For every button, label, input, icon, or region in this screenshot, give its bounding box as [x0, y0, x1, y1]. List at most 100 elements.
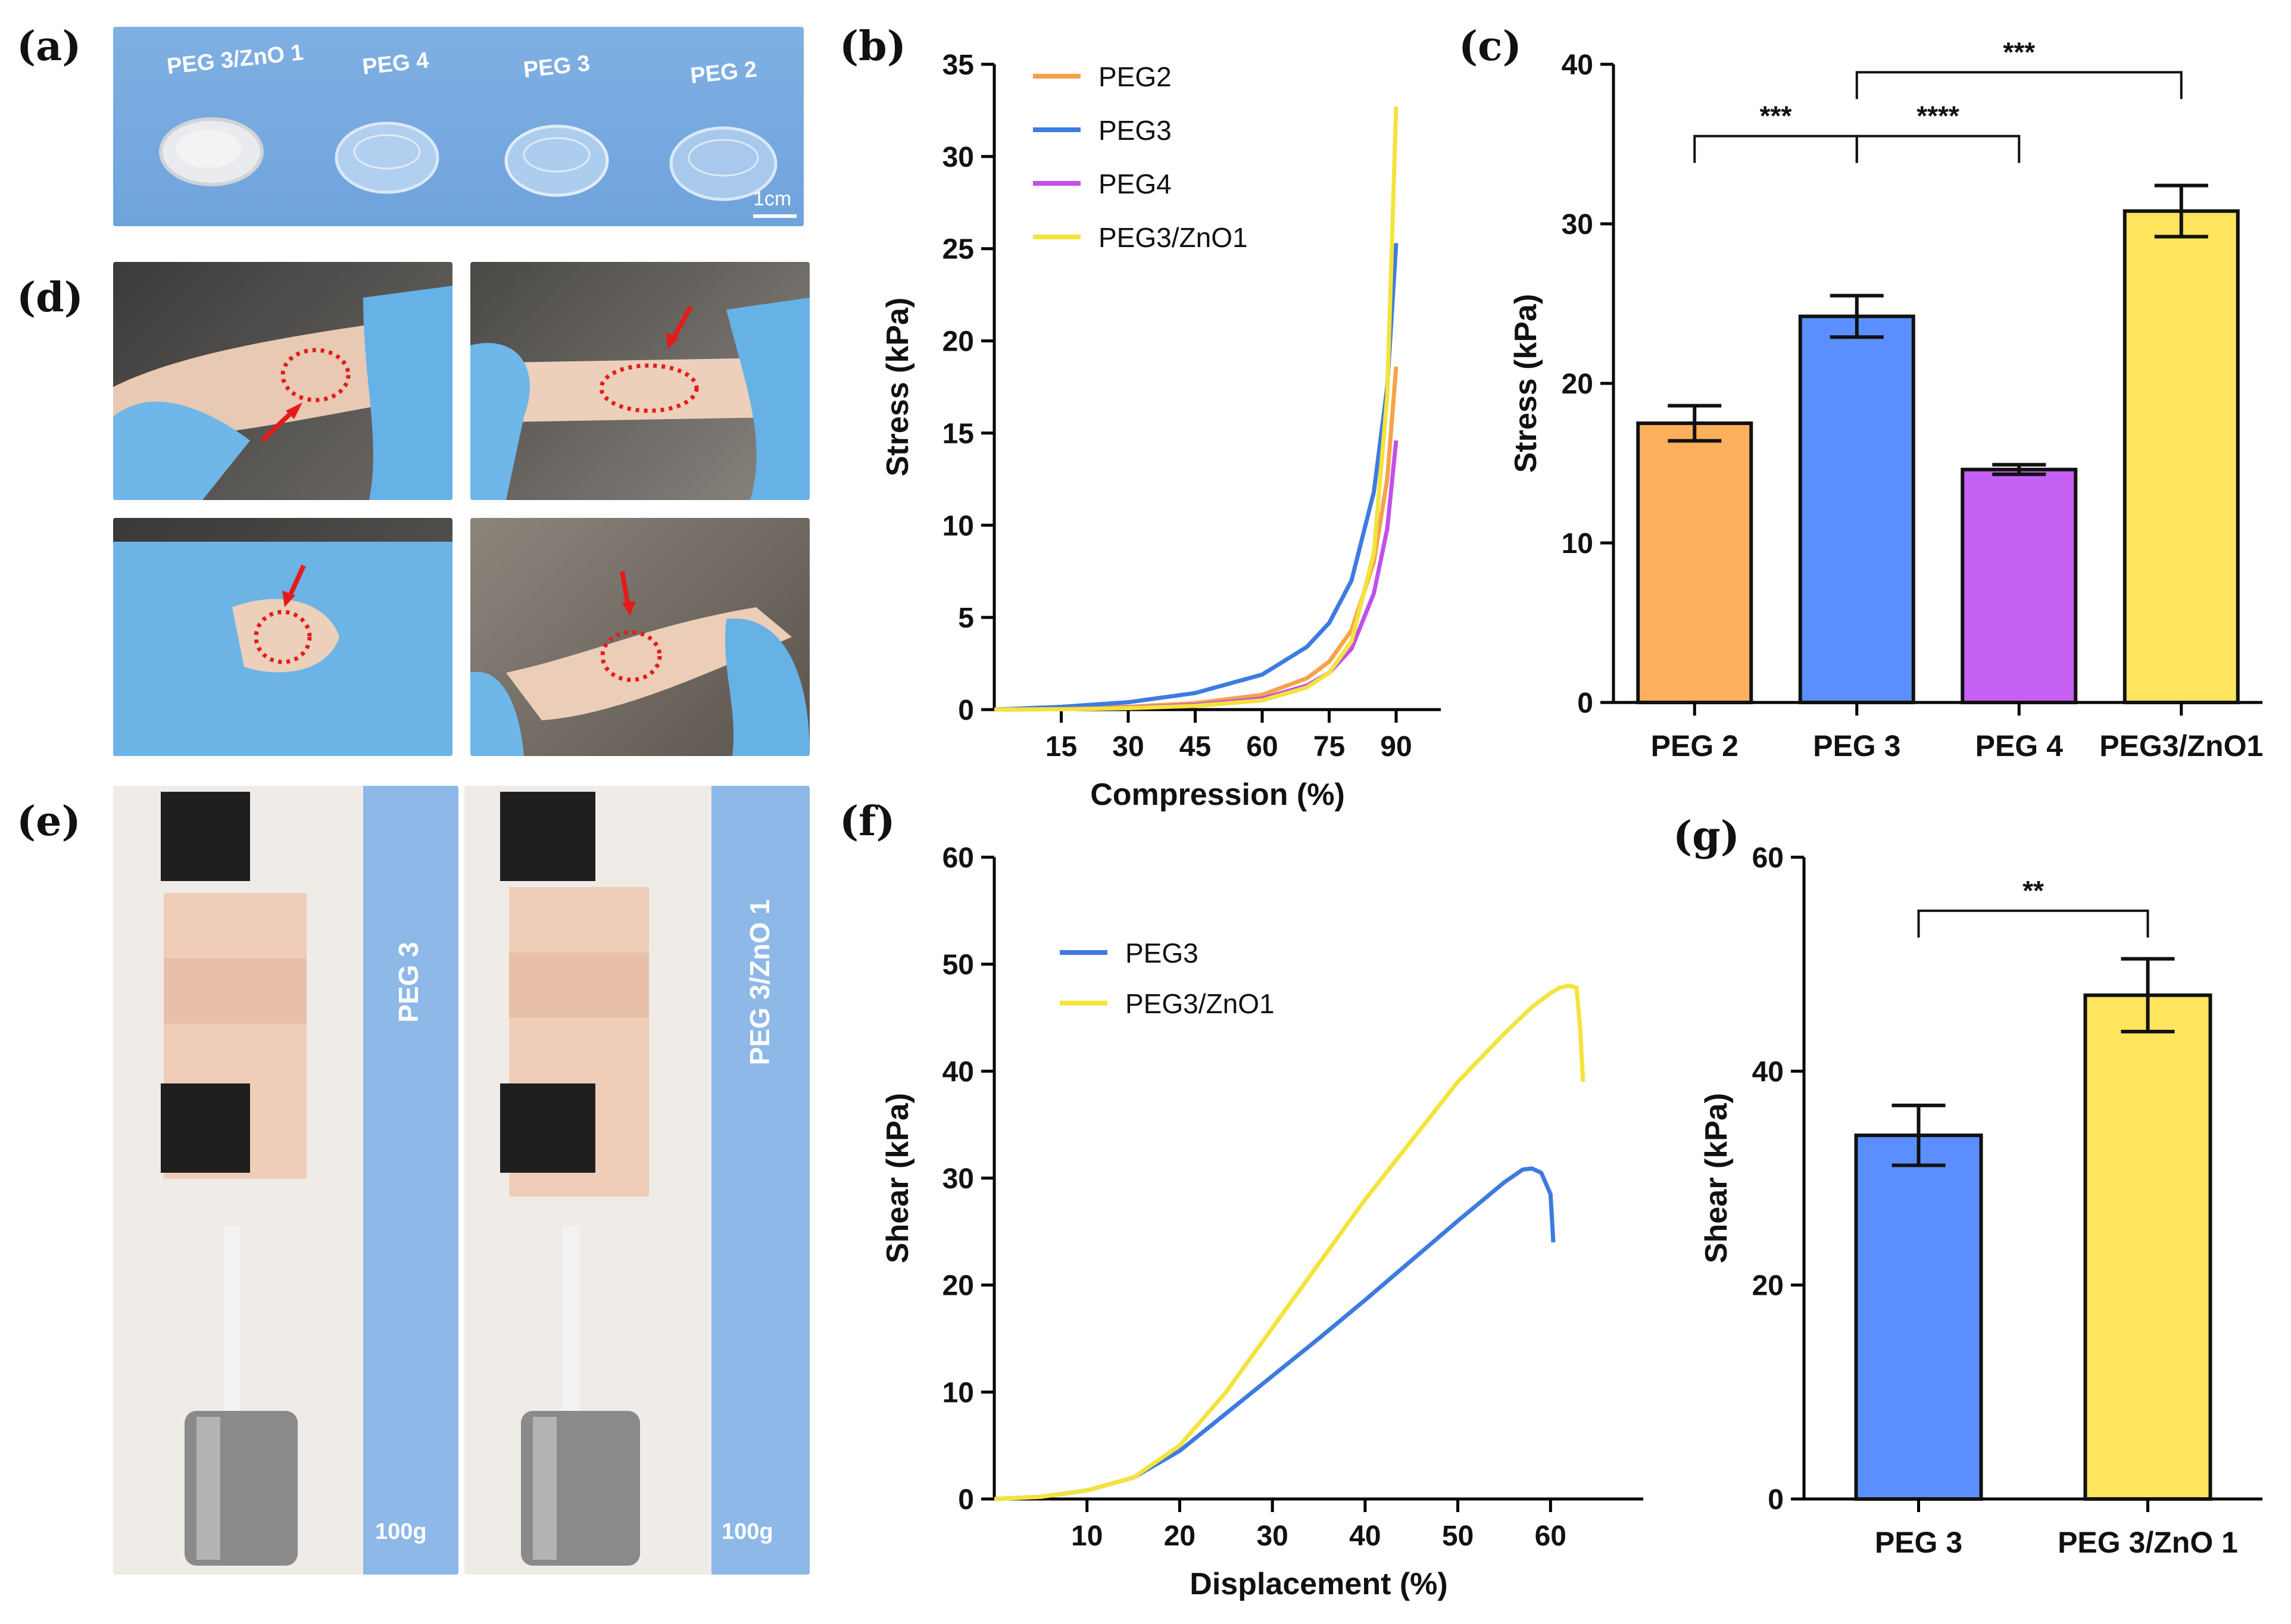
highlight-circle — [599, 363, 699, 413]
legend-label: PEG4 — [1098, 168, 1172, 199]
bar-peg3-zno1 — [2123, 209, 2240, 704]
chart-b-axes: 0 5 10 15 20 25 30 35 Stress (kPa) — [881, 49, 1441, 726]
chart-g-axes: 0 20 40 60 Shear (kPa) — [1699, 842, 2262, 1516]
y-tick-label: 10 — [942, 1377, 974, 1408]
x-tick-label: 60 — [1535, 1520, 1566, 1552]
x-tick-label: 30 — [1256, 1520, 1288, 1552]
x-tick-label: 15 — [1045, 731, 1077, 763]
y-axis-label: Shear (kPa) — [881, 1093, 915, 1263]
y-tick-label: 35 — [942, 49, 974, 81]
y-tick-label: 20 — [942, 326, 974, 358]
binder-clip-icon — [500, 792, 595, 881]
legend-label: PEG3 — [1098, 115, 1172, 146]
series-line-peg3-zno1 — [994, 107, 1399, 712]
label-band — [711, 786, 810, 1575]
y-tick-label: 10 — [1562, 528, 1593, 560]
photo-adhesion-bend-2 — [470, 262, 810, 500]
y-tick-label: 20 — [942, 1270, 974, 1302]
panel-label-f: (f) — [839, 798, 895, 845]
panel-label-g: (g) — [1673, 813, 1740, 860]
legend-label: PEG3 — [1125, 938, 1198, 969]
significance-label: ** — [2022, 875, 2044, 906]
photo-hydrogel-samples: PEG 3/ZnO 1 PEG 4 PEG 3 PEG 2 1cm — [113, 27, 804, 226]
x-tick-label: 20 — [1164, 1520, 1196, 1552]
sample-disc-peg3 — [504, 124, 609, 197]
y-tick-label: 60 — [942, 842, 974, 874]
glove-icon — [363, 286, 452, 500]
bar-peg-2 — [1636, 421, 1753, 704]
sample-label-peg3: PEG 3 — [522, 51, 591, 82]
y-tick-label: 0 — [1768, 1484, 1784, 1516]
sample-disc-peg4 — [335, 121, 439, 194]
y-tick-label: 25 — [942, 234, 974, 266]
weight-label: 100g — [722, 1519, 773, 1544]
bar-peg-3 — [1854, 1133, 1983, 1501]
x-tick-label: PEG3/ZnO1 — [2099, 729, 2263, 763]
highlight-circle — [280, 348, 351, 402]
y-tick-label: 30 — [942, 1163, 974, 1195]
y-axis-label: Shear (kPa) — [1699, 1093, 1734, 1263]
panel-label-b: (b) — [839, 23, 906, 70]
hydrogel-samples-illustration: PEG 3/ZnO 1 PEG 4 PEG 3 PEG 2 1cm — [159, 40, 797, 218]
x-tick-label: PEG 3 — [1813, 729, 1900, 763]
x-tick-label: PEG 3 — [1875, 1526, 1962, 1559]
y-tick-label: 10 — [942, 510, 974, 542]
x-tick-label: PEG 2 — [1651, 729, 1738, 763]
y-tick-label: 40 — [942, 1056, 974, 1088]
glove-icon — [726, 298, 810, 500]
glove-icon — [113, 401, 250, 500]
photo-adhesion-bend-1 — [113, 262, 452, 500]
series-line-peg3 — [994, 243, 1399, 712]
significance-label: *** — [1760, 101, 1792, 132]
y-tick-label: 20 — [1752, 1270, 1784, 1302]
arrow-icon — [286, 564, 306, 599]
chart-c-axes: 0 10 20 30 40 Stress (kPa) — [1509, 49, 2262, 719]
significance-bracket — [1855, 71, 2183, 99]
sample-label-peg4: PEG 4 — [361, 48, 430, 79]
x-tick-label: 40 — [1349, 1520, 1381, 1552]
significance-label: *** — [2003, 36, 2035, 67]
y-tick-label: 40 — [1562, 49, 1593, 81]
panel-label-a: (a) — [17, 23, 82, 70]
y-tick-label: 30 — [1562, 209, 1593, 241]
y-axis-label: Stress (kPa) — [881, 298, 915, 477]
x-tick-label: 75 — [1313, 731, 1345, 763]
legend-label: PEG3/ZnO1 — [1125, 988, 1275, 1019]
y-tick-label: 60 — [1752, 842, 1784, 874]
series-line-peg3 — [994, 1166, 1556, 1501]
y-tick-label: 20 — [1562, 368, 1593, 400]
significance-bracket — [1693, 135, 1858, 163]
bar-peg-3-zno-1 — [2083, 993, 2212, 1501]
y-tick-label: 50 — [942, 950, 974, 981]
glove-icon — [470, 672, 524, 756]
x-tick-label: 90 — [1380, 731, 1412, 763]
weight-label: 100g — [375, 1519, 427, 1544]
panel-label-e: (e) — [17, 798, 81, 845]
significance-bracket — [1855, 135, 2021, 163]
band-label-peg3-zno1: PEG 3/ZnO 1 — [744, 900, 775, 1066]
band-label-peg3: PEG 3 — [393, 942, 424, 1023]
y-tick-label: 5 — [958, 602, 974, 634]
significance-bracket — [1917, 909, 2149, 938]
photo-adhesion-twist — [113, 518, 452, 756]
arrow-icon — [670, 305, 693, 341]
bar-peg-3 — [1798, 314, 1915, 704]
series-line-peg4 — [994, 440, 1399, 712]
x-tick-label: 45 — [1179, 731, 1211, 763]
x-tick-label: 60 — [1246, 731, 1278, 763]
y-tick-label: 40 — [1752, 1056, 1784, 1088]
y-tick-label: 0 — [958, 1484, 974, 1516]
sample-label-peg2: PEG 2 — [689, 57, 759, 88]
panel-label-d: (d) — [17, 274, 83, 321]
chart-f-axes: 0 10 20 30 40 50 60 Shear (kPa) — [881, 842, 1643, 1516]
y-tick-label: 0 — [1577, 688, 1593, 719]
series-line-peg2 — [994, 366, 1399, 712]
y-axis-label: Stress (kPa) — [1509, 294, 1543, 473]
arrow-icon — [260, 408, 296, 442]
binder-clip-icon — [500, 1083, 595, 1173]
glove-icon — [470, 343, 530, 500]
x-axis-label: Displacement (%) — [1190, 1567, 1447, 1601]
panel-label-c: (c) — [1459, 23, 1522, 70]
legend-label: PEG2 — [1098, 61, 1172, 92]
highlight-circle — [600, 630, 662, 682]
